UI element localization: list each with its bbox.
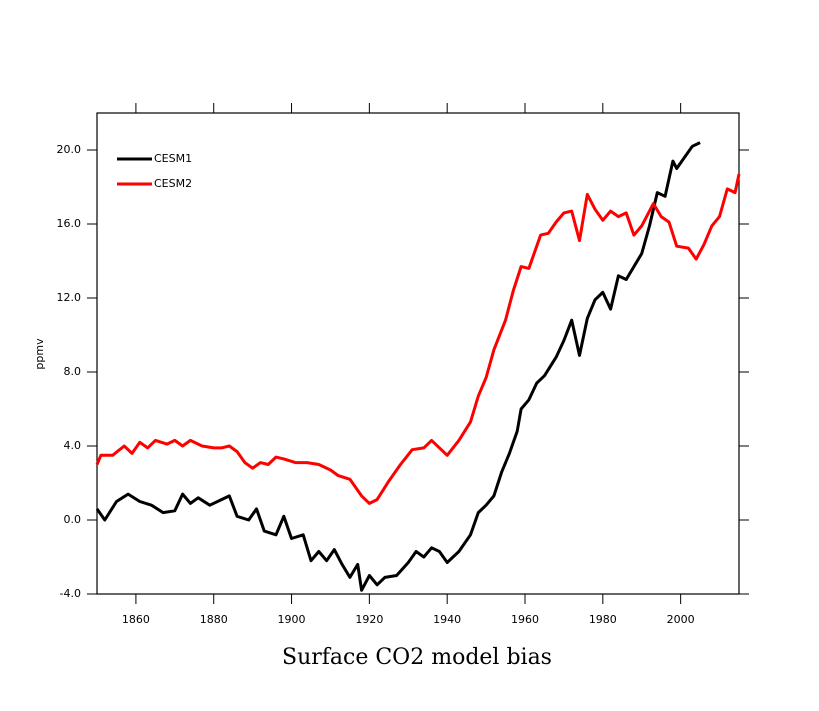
x-tick-label: 1860: [122, 613, 150, 626]
data-line: [95, 141, 701, 592]
y-tick-label: 20.0: [57, 143, 82, 156]
y-tick-label: 12.0: [57, 291, 82, 304]
data-line: [95, 173, 741, 505]
chart-title: Surface CO2 model bias: [282, 645, 552, 670]
y-tick-label: -4.0: [60, 587, 81, 600]
legend-label: CESM1: [154, 152, 192, 165]
y-tick-label: 0.0: [64, 513, 82, 526]
x-tick-label: 2000: [667, 613, 695, 626]
y-tick-label: 8.0: [64, 365, 82, 378]
x-tick-label: 1880: [200, 613, 228, 626]
y-tick-label: 16.0: [57, 217, 82, 230]
x-tick-label: 1900: [278, 613, 306, 626]
x-tick-label: 1940: [433, 613, 461, 626]
legend-label: CESM2: [154, 177, 192, 190]
x-tick-label: 1980: [589, 613, 617, 626]
x-tick-label: 1920: [355, 613, 383, 626]
x-tick-label: 1960: [511, 613, 539, 626]
y-tick-label: 4.0: [64, 439, 82, 452]
plot-frame: [96, 112, 740, 595]
y-axis-label: ppmv: [33, 338, 46, 370]
